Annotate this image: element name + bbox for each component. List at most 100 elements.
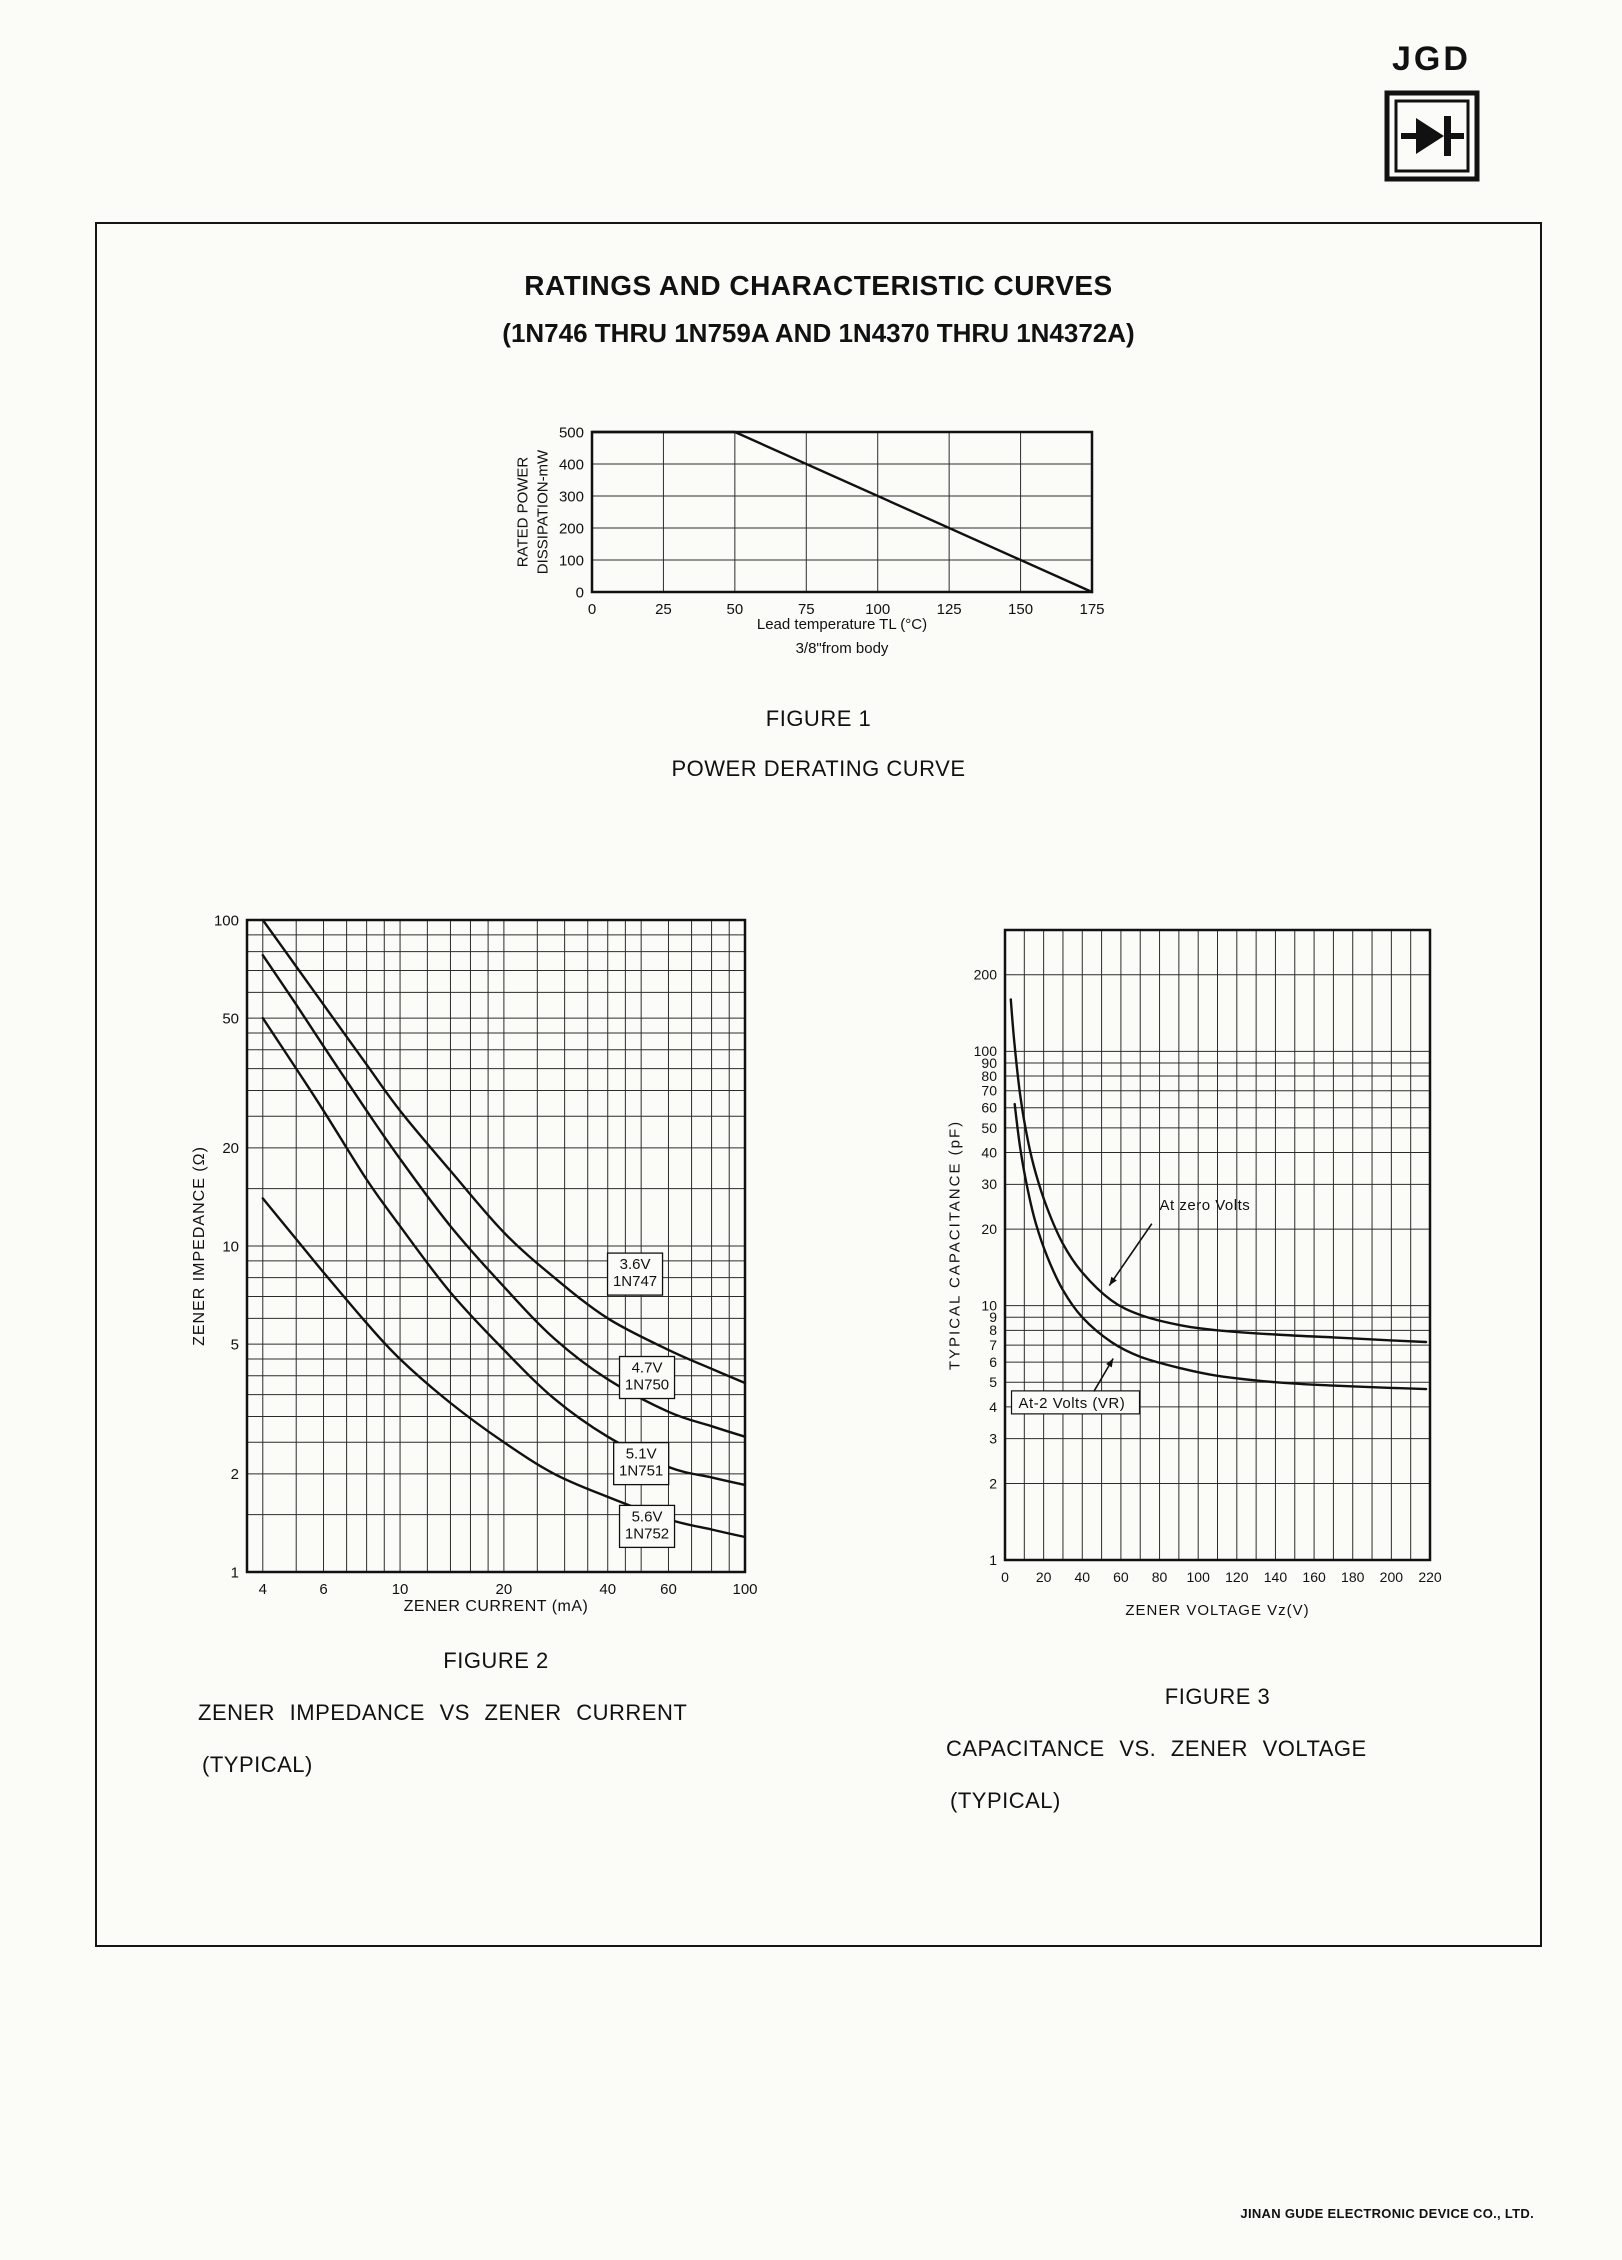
- x-tick-label: 20: [496, 1581, 513, 1598]
- y-tick-label: 1: [231, 1564, 239, 1581]
- x-tick-label: 75: [798, 601, 815, 618]
- arrow-head: [1109, 1276, 1117, 1286]
- arrow-head: [1106, 1358, 1114, 1368]
- x-tick-label: 175: [1079, 601, 1104, 618]
- diode-logo-icon: [1384, 90, 1480, 182]
- fig1-chart-svg: 0 25 50 75 100 125 150 175 0 100 200 300 400 500: [559, 424, 1105, 618]
- plot-frame: [245, 918, 747, 1574]
- x-tick-label: 25: [655, 601, 672, 618]
- figure2-title-typical: (TYPICAL): [202, 1752, 313, 1777]
- y-tick-label: 30: [981, 1176, 997, 1192]
- annotation-text: At zero Volts: [1160, 1197, 1251, 1214]
- curve-label-box: [606, 1252, 664, 1296]
- x-tick-label: 50: [727, 601, 744, 618]
- figure1-x-axis-sublabel: 3/8"from body: [795, 640, 889, 657]
- series-zener-4v7-1n750: [261, 954, 747, 1438]
- page-title: RATINGS AND CHARACTERISTIC CURVES: [524, 270, 1113, 301]
- x-tick-label: 0: [1001, 1569, 1009, 1585]
- figure2-plot: 3.6V 1N747 4.7V 1N750 5.1V 1N751 5.6V 1N752 4 6 10…: [214, 912, 758, 1598]
- x-tick-label: 60: [660, 1581, 677, 1598]
- y-tick-label: 6: [989, 1354, 997, 1370]
- figure3-title-typical: (TYPICAL): [950, 1788, 1061, 1813]
- diode-logo-svg: [1384, 90, 1480, 182]
- y-tick-label: 4: [989, 1399, 997, 1415]
- curve-label-text: 1N751: [619, 1463, 663, 1480]
- figure1-caption: FIGURE 1: [765, 706, 872, 731]
- figure1-x-axis-label: Lead temperature TL (°C): [756, 616, 928, 633]
- x-tick-label: 40: [1074, 1569, 1090, 1585]
- annotation-arrow: [1108, 1223, 1153, 1286]
- y-tick-label: 50: [222, 1010, 239, 1027]
- x-tick-label: 140: [1264, 1569, 1288, 1585]
- curve-label-text: 5.6V: [632, 1508, 663, 1525]
- x-tick-label: 100: [732, 1581, 757, 1598]
- series-rated-power: [590, 430, 1094, 594]
- content-frame: [95, 222, 1542, 1947]
- figure1-subcaption: POWER DERATING CURVE: [671, 756, 966, 781]
- figure3-x-axis-label: ZENER VOLTAGE Vz(V): [1125, 1602, 1310, 1619]
- y-tick-label: 1: [989, 1552, 997, 1568]
- y-tick-label: 0: [576, 584, 584, 601]
- x-tick-label: 125: [937, 601, 962, 618]
- curve-label-text: 4.7V: [632, 1360, 663, 1377]
- y-tick-label: 20: [981, 1221, 997, 1237]
- y-tick-label: 3: [989, 1431, 997, 1447]
- y-tick-label: 2: [989, 1475, 997, 1491]
- figure2-title: ZENER IMPEDANCE VS ZENER CURRENT: [198, 1700, 688, 1725]
- curve-label-box: [618, 1355, 676, 1400]
- figure1-ylabel-line2: DISSIPATION-mW: [534, 449, 551, 575]
- figure3-ylabel-text: TYPICAL CAPACITANCE (pF): [946, 1119, 964, 1371]
- plot-frame: [1003, 928, 1432, 1562]
- curve-label-text: 1N750: [625, 1377, 669, 1394]
- series-at-zero-volts: [1009, 998, 1428, 1344]
- y-tick-label: 100: [559, 552, 584, 569]
- y-tick-label: 300: [559, 488, 584, 505]
- x-tick-label: 220: [1418, 1569, 1442, 1585]
- x-tick-label: 120: [1225, 1569, 1249, 1585]
- x-tick-label: 6: [319, 1581, 327, 1598]
- curve-label-text: 3.6V: [620, 1256, 651, 1273]
- figure2-x-axis-label: ZENER CURRENT (mA): [403, 1598, 589, 1615]
- fig3-chart-svg: At zero Volts At-2 Volts (VR) 0 20 40 60 80 100…: [974, 928, 1442, 1585]
- curve-label-box: [613, 1441, 670, 1486]
- y-tick-label: 70: [981, 1083, 997, 1099]
- y-tick-label: 50: [981, 1120, 997, 1136]
- figure3-title: CAPACITANCE VS. ZENER VOLTAGE: [946, 1736, 1367, 1761]
- curve-label-text: 5.1V: [626, 1446, 657, 1463]
- figure1-plot: 0 25 50 75 100 125 150 175 0 100 200 300 400 500: [559, 424, 1105, 618]
- figure1-ylabel-line1: RATED POWER: [514, 456, 532, 568]
- x-tick-label: 160: [1302, 1569, 1326, 1585]
- x-tick-label: 20: [1036, 1569, 1052, 1585]
- y-tick-label: 8: [989, 1322, 997, 1338]
- figure3-plot: At zero Volts At-2 Volts (VR) 0 20 40 60 80 100…: [974, 928, 1442, 1585]
- x-tick-label: 40: [599, 1581, 616, 1598]
- plot-frame: [590, 430, 1094, 594]
- annotation-box: [1010, 1390, 1141, 1415]
- x-tick-label: 150: [1008, 601, 1033, 618]
- x-tick-label: 100: [865, 601, 890, 618]
- y-tick-label: 500: [559, 424, 584, 441]
- annotation-text: At-2 Volts (VR): [1019, 1395, 1126, 1412]
- y-tick-label: 400: [559, 456, 584, 473]
- y-tick-label: 100: [214, 912, 239, 929]
- x-tick-label: 0: [588, 601, 596, 618]
- y-tick-label: 60: [981, 1100, 997, 1116]
- y-tick-label: 90: [981, 1055, 997, 1071]
- page-subtitle: (1N746 THRU 1N759A AND 1N4370 THRU 1N437…: [502, 318, 1135, 348]
- y-tick-label: 200: [559, 520, 584, 537]
- logo-text: JGD: [1392, 40, 1471, 78]
- curve-label-text: 1N752: [625, 1525, 669, 1542]
- series-zener-3v6-1n747: [261, 918, 747, 1385]
- y-tick-label: 40: [981, 1144, 997, 1160]
- figure2-ylabel-text: ZENER IMPEDANCE (Ω): [191, 1146, 208, 1346]
- y-tick-label: 20: [222, 1140, 239, 1157]
- y-tick-label: 10: [222, 1238, 239, 1255]
- x-tick-label: 60: [1113, 1569, 1129, 1585]
- y-tick-label: 200: [974, 967, 998, 983]
- x-tick-label: 100: [1187, 1569, 1211, 1585]
- y-tick-label: 80: [981, 1068, 997, 1084]
- y-tick-label: 5: [231, 1336, 239, 1353]
- figure2-caption: FIGURE 2: [443, 1648, 549, 1673]
